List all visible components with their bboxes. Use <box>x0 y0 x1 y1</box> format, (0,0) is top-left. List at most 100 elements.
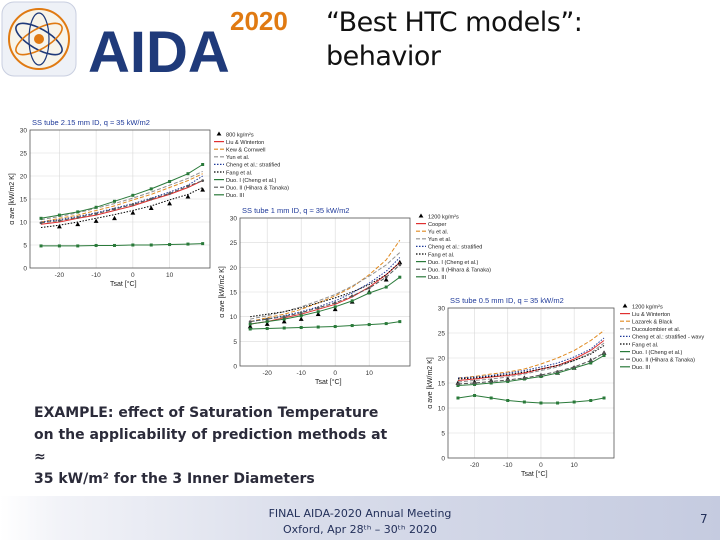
data-point <box>93 218 99 223</box>
y-tick-label: 0 <box>23 266 27 273</box>
plot-frame <box>29 129 211 269</box>
data-point <box>131 243 135 247</box>
example-caption: EXAMPLE: effect of Saturation Temperatur… <box>34 402 394 490</box>
chart-1mm: SS tube 1 mm ID, q ≈ 35 kW/m2 0 5 10 15 20 25 3… <box>219 202 491 390</box>
logo-text: AIDA <box>88 20 230 85</box>
y-tick-label: 30 <box>438 306 446 313</box>
y-tick-label: 15 <box>20 197 28 204</box>
data-point <box>200 187 206 192</box>
data-point <box>398 263 402 267</box>
legend-label: 800 kg/m²s <box>226 132 254 138</box>
data-point <box>186 172 190 176</box>
legend-label: 1200 kg/m²s <box>428 214 459 220</box>
legend-label: Yun et al. <box>428 237 452 243</box>
data-point <box>602 351 606 355</box>
y-tick-label: 20 <box>438 356 446 363</box>
data-point <box>456 384 460 387</box>
series-line <box>457 337 605 379</box>
legend-label: Cheng et al.: stratified <box>428 245 482 251</box>
data-point <box>185 194 191 199</box>
series-line <box>40 164 203 219</box>
x-tick-label: 0 <box>333 370 337 377</box>
data-point <box>384 285 388 289</box>
y-tick-label: 0 <box>233 364 237 371</box>
caption-line-3: 35 kW/m² for the 3 Inner Diameters <box>34 471 315 487</box>
title-line-2: behavior <box>326 41 441 72</box>
legend-label: Fang et al. <box>428 252 455 258</box>
series-line <box>41 243 203 247</box>
chart-title: SS tube 2.15 mm ID, q ≈ 35 kW/m2 <box>32 118 150 127</box>
x-tick-label: -20 <box>470 462 480 469</box>
data-point <box>264 321 270 326</box>
x-tick-label: 10 <box>166 272 174 279</box>
legend-label: Duo. II (Hihara & Tanaka) <box>226 186 289 192</box>
data-point <box>489 396 493 400</box>
data-point <box>148 205 154 210</box>
legend-label: Lazarek & Black <box>632 320 673 326</box>
data-point <box>350 299 354 303</box>
legend-label: Duo. I (Cheng et al.) <box>632 350 683 356</box>
legend-label: Fang et al. <box>632 342 659 348</box>
data-point <box>57 219 61 223</box>
y-tick-label: 10 <box>20 220 28 227</box>
data-point <box>76 210 80 214</box>
x-axis-label: Tsat [°C] <box>521 470 548 478</box>
footer-dates: Oxford, Apr 28ᵗʰ – 30ᵗʰ 2020 <box>283 523 437 536</box>
x-tick-label: -20 <box>55 272 65 279</box>
aida2020-logo: AIDA 2020 <box>1 1 288 85</box>
data-point <box>94 212 98 216</box>
legend-label: Kew & Cornwell <box>226 148 265 154</box>
data-point <box>281 319 287 324</box>
x-tick-label: 0 <box>131 272 135 279</box>
data-point <box>333 301 337 305</box>
data-point <box>506 399 510 402</box>
series-line <box>40 187 203 228</box>
series-line <box>250 252 401 320</box>
data-point <box>316 310 320 314</box>
data-point <box>333 325 337 329</box>
plot-frame <box>447 307 615 459</box>
data-point <box>456 396 460 400</box>
y-tick-label: 5 <box>441 431 445 438</box>
data-point <box>265 320 269 324</box>
footer-meeting: FINAL AIDA-2020 Annual Meeting <box>268 507 452 520</box>
legend-label: Duo. III <box>226 193 244 199</box>
data-point <box>316 325 320 329</box>
data-point <box>39 244 43 248</box>
data-point <box>248 322 252 326</box>
data-point <box>350 324 354 328</box>
data-point <box>149 243 153 247</box>
data-point <box>539 373 543 377</box>
data-point <box>186 184 190 188</box>
series-line <box>40 173 203 223</box>
data-point <box>556 370 559 373</box>
series-line <box>457 352 605 385</box>
data-point <box>332 306 338 312</box>
series-line <box>457 345 605 380</box>
data-point <box>56 224 62 229</box>
y-tick-label: 25 <box>230 240 238 247</box>
data-point <box>76 244 80 248</box>
y-tick-label: 10 <box>438 406 446 413</box>
chart-0p5mm: SS tube 0.5 mm ID, q ≈ 35 kW/m2 0 5 10 15 20 2… <box>427 292 704 478</box>
y-axis-label: α ave [kW/m2 K] <box>427 357 434 409</box>
data-point <box>506 378 510 382</box>
data-point <box>130 210 136 215</box>
data-point <box>39 221 43 225</box>
legend-label: Duo. I (Cheng et al.) <box>428 260 479 266</box>
footer-text: FINAL AIDA-2020 Annual Meeting Oxford, A… <box>250 506 470 538</box>
x-tick-label: -10 <box>91 272 101 279</box>
legend-label: Cheng et al.: stratified - wavy <box>632 335 704 341</box>
y-tick-label: 30 <box>20 128 28 135</box>
plot-frame <box>239 217 411 367</box>
data-point <box>75 221 81 227</box>
data-point <box>57 244 61 248</box>
caption-line-1: EXAMPLE: effect of Saturation Temperatur… <box>34 405 379 421</box>
data-point <box>539 375 543 378</box>
series-line <box>457 330 605 379</box>
legend-label: Yu et al. <box>428 230 449 236</box>
y-tick-label: 25 <box>438 331 446 338</box>
x-tick-label: -10 <box>296 370 306 377</box>
data-point <box>589 399 593 402</box>
data-point <box>201 242 205 246</box>
